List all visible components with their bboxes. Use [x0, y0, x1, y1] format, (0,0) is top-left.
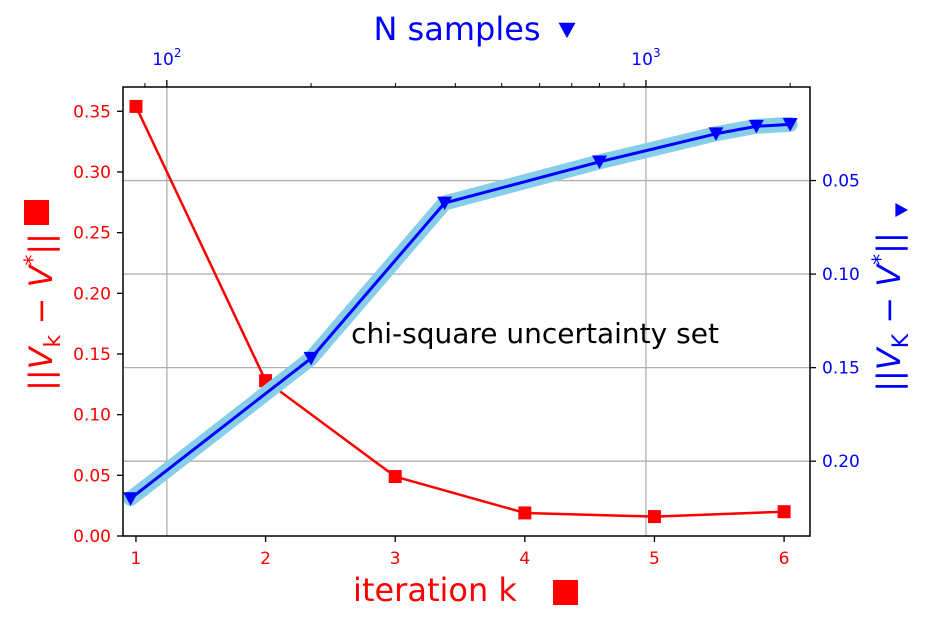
right-tick-label-1: 0.10	[822, 265, 860, 285]
grid	[123, 87, 810, 536]
top-tick-label-1: 103	[631, 46, 660, 70]
series-0-point-4	[647, 510, 661, 524]
right-axis-label-marker	[895, 203, 908, 217]
top-axis-label-marker	[558, 22, 576, 39]
series-1-point-6	[782, 118, 798, 132]
left-tick-label-0: 0.00	[73, 527, 111, 547]
series-layer	[123, 99, 798, 524]
series-1-point-4	[708, 127, 724, 141]
series-1-point-1	[303, 351, 319, 366]
top-axis-label: N samples	[373, 10, 540, 48]
left-tick-label-4: 0.20	[73, 284, 111, 304]
series-0-point-0	[129, 99, 143, 113]
bottom-tick-label-4: 5	[649, 549, 660, 569]
bottom-tick-label-5: 6	[779, 549, 790, 569]
annotation-text: chi-square uncertainty set	[351, 317, 719, 350]
left-tick-label-1: 0.05	[73, 466, 111, 486]
right-tick-label-3: 0.20	[822, 452, 860, 472]
bottom-tick-label-1: 2	[260, 549, 271, 569]
series-0-point-3	[518, 506, 532, 520]
bottom-axis-label-marker	[553, 580, 578, 605]
bottom-tick-label-2: 3	[390, 549, 401, 569]
axis-labels: iteration k N samples ||Vk − V*|| ||VK − V*…	[21, 10, 914, 609]
left-tick-label-3: 0.15	[73, 345, 111, 365]
bottom-tick-label-0: 1	[131, 549, 142, 569]
series-0-line	[134, 105, 785, 518]
right-tick-label-0: 0.05	[822, 172, 860, 192]
axes: 1 2 3 4 5 6 0.00 0.05 0.10 0.15 0.20 0.25 0.30 0.35 0.…	[73, 46, 860, 569]
left-axis-label-marker	[24, 200, 49, 225]
series-0-point-5	[777, 505, 791, 519]
series-1-point-2	[437, 196, 453, 211]
left-tick-label-5: 0.25	[73, 224, 111, 244]
series-1-point-5	[748, 119, 764, 134]
top-tick-label-0: 102	[152, 46, 181, 70]
bottom-tick-label-3: 4	[519, 549, 530, 569]
right-tick-label-2: 0.15	[822, 359, 860, 379]
bottom-axis-label: iteration k	[353, 571, 517, 609]
left-tick-label-7: 0.35	[73, 102, 111, 122]
right-axis-label: ||VK − V*||	[869, 232, 914, 392]
left-tick-label-6: 0.30	[73, 163, 111, 183]
series-1-point-3	[592, 155, 608, 169]
series-1-point-0	[123, 492, 139, 506]
left-tick-label-2: 0.10	[73, 406, 111, 426]
left-axis-label: ||Vk − V*||	[21, 233, 66, 391]
plot-frame	[122, 86, 811, 537]
series-0-point-2	[388, 470, 402, 484]
